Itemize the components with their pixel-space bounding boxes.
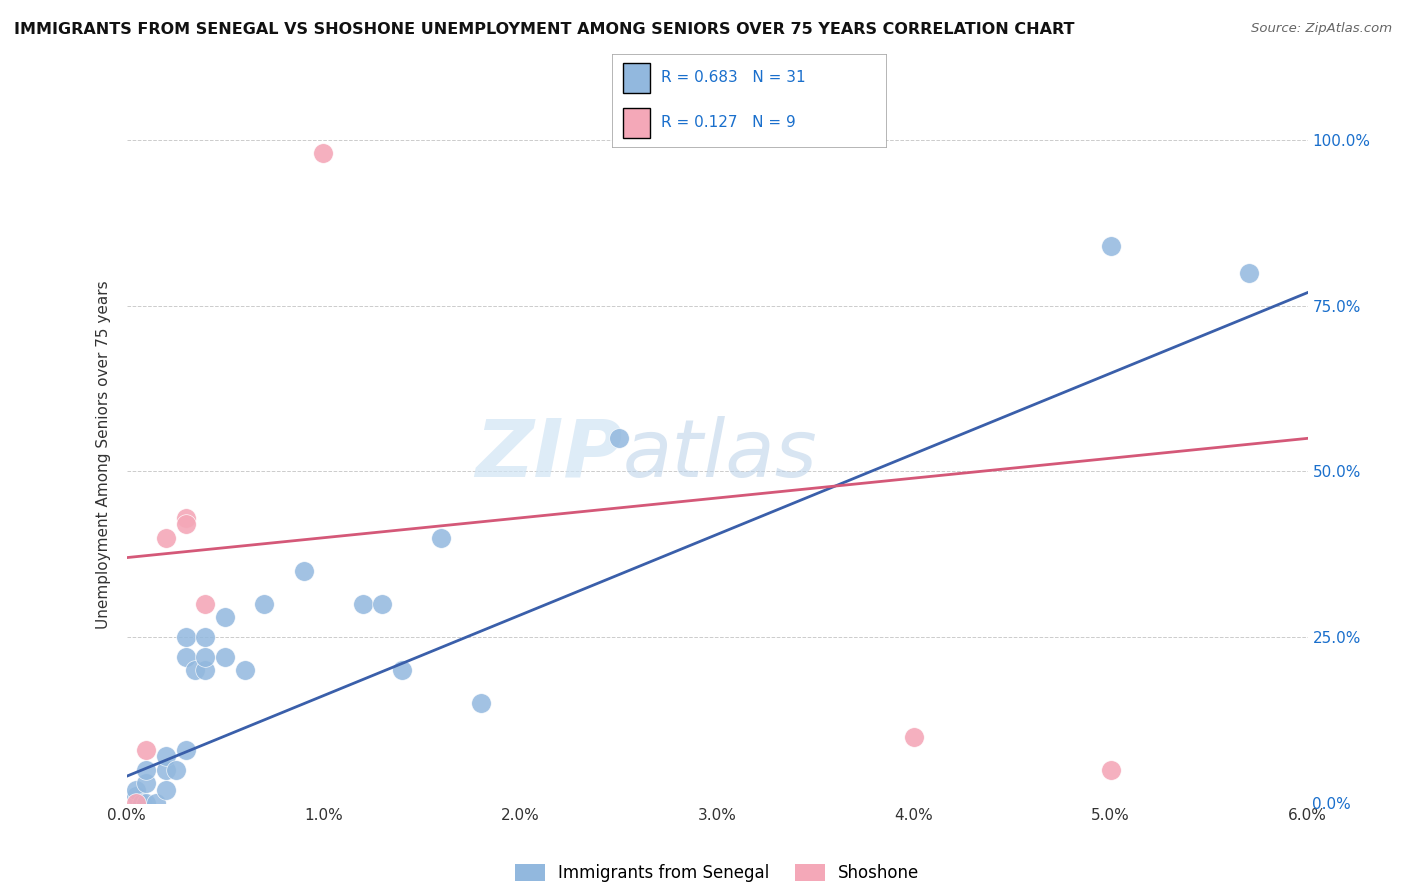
Point: [391, 663, 413, 677]
Point: [194, 650, 217, 665]
Point: [903, 730, 925, 744]
Y-axis label: Unemployment Among Seniors over 75 years: Unemployment Among Seniors over 75 years: [96, 281, 111, 629]
Point: [214, 650, 236, 665]
Point: [135, 743, 157, 757]
Point: [155, 763, 177, 777]
Text: R = 0.683   N = 31: R = 0.683 N = 31: [661, 70, 806, 86]
FancyBboxPatch shape: [623, 63, 650, 93]
Point: [131, 796, 153, 810]
Point: [125, 782, 148, 797]
Point: [430, 531, 453, 545]
Point: [135, 796, 157, 810]
Point: [174, 630, 197, 644]
Point: [1099, 239, 1122, 253]
Text: IMMIGRANTS FROM SENEGAL VS SHOSHONE UNEMPLOYMENT AMONG SENIORS OVER 75 YEARS COR: IMMIGRANTS FROM SENEGAL VS SHOSHONE UNEM…: [14, 22, 1074, 37]
Text: Source: ZipAtlas.com: Source: ZipAtlas.com: [1251, 22, 1392, 36]
Point: [145, 796, 167, 810]
Point: [253, 597, 276, 611]
Point: [214, 610, 236, 624]
Text: ZIP: ZIP: [475, 416, 623, 494]
Point: [155, 749, 177, 764]
Point: [174, 743, 197, 757]
Point: [352, 597, 374, 611]
Text: R = 0.127   N = 9: R = 0.127 N = 9: [661, 115, 796, 130]
Point: [1237, 266, 1260, 280]
Point: [155, 531, 177, 545]
Point: [312, 146, 335, 161]
Point: [125, 796, 148, 810]
Point: [194, 597, 217, 611]
Point: [292, 564, 315, 578]
Point: [607, 431, 630, 445]
Point: [184, 663, 207, 677]
Point: [371, 597, 394, 611]
Point: [174, 517, 197, 532]
Point: [135, 763, 157, 777]
Point: [194, 663, 217, 677]
Point: [194, 630, 217, 644]
Point: [165, 763, 187, 777]
Point: [174, 650, 197, 665]
Point: [155, 782, 177, 797]
Point: [1099, 763, 1122, 777]
Point: [470, 697, 492, 711]
Point: [135, 776, 157, 790]
Text: atlas: atlas: [623, 416, 817, 494]
Point: [233, 663, 256, 677]
Legend: Immigrants from Senegal, Shoshone: Immigrants from Senegal, Shoshone: [509, 857, 925, 888]
Point: [125, 789, 148, 804]
Point: [174, 511, 197, 525]
FancyBboxPatch shape: [623, 108, 650, 138]
